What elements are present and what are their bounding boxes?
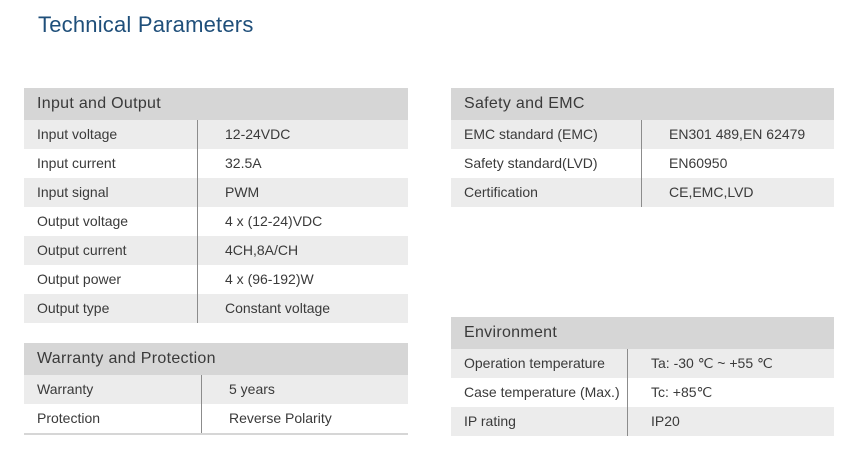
table-row: Input current 32.5A bbox=[24, 149, 408, 178]
table-row: IP rating IP20 bbox=[451, 407, 834, 436]
param-label: Safety standard(LVD) bbox=[451, 149, 642, 178]
table-row: Case temperature (Max.) Tc: +85℃ bbox=[451, 378, 834, 407]
table-row: Input voltage 12-24VDC bbox=[24, 120, 408, 149]
param-label: Output power bbox=[24, 265, 198, 294]
table-row: Protection Reverse Polarity bbox=[24, 404, 408, 435]
param-label: Input voltage bbox=[24, 120, 198, 149]
safety-emc-table: Safety and EMC EMC standard (EMC) EN301 … bbox=[451, 88, 834, 207]
input-output-table: Input and Output Input voltage 12-24VDC … bbox=[24, 88, 408, 323]
section-heading: Environment bbox=[451, 317, 834, 349]
param-label: Output type bbox=[24, 294, 198, 323]
param-value: Ta: -30 ℃ ~ +55 ℃ bbox=[651, 355, 773, 371]
section-heading: Warranty and Protection bbox=[24, 343, 408, 375]
table-row: Output power 4 x (96-192)W bbox=[24, 265, 408, 294]
param-label: Protection bbox=[24, 404, 202, 433]
param-value: 32.5A bbox=[225, 155, 262, 171]
table-row: Operation temperature Ta: -30 ℃ ~ +55 ℃ bbox=[451, 349, 834, 378]
param-value: 4 x (96-192)W bbox=[225, 271, 314, 287]
param-value: EN301 489,EN 62479 bbox=[669, 126, 806, 142]
param-label: Warranty bbox=[24, 375, 202, 404]
environment-table: Environment Operation temperature Ta: -3… bbox=[451, 317, 834, 436]
param-label: Input signal bbox=[24, 178, 198, 207]
param-label: Output current bbox=[24, 236, 198, 265]
param-value: 12-24VDC bbox=[225, 126, 291, 142]
param-value: 4CH,8A/CH bbox=[225, 242, 299, 258]
param-label: IP rating bbox=[451, 407, 628, 436]
param-label: Operation temperature bbox=[451, 349, 628, 378]
param-label: EMC standard (EMC) bbox=[451, 120, 642, 149]
param-value: 4 x (12-24)VDC bbox=[225, 213, 323, 229]
table-row: Output voltage 4 x (12-24)VDC bbox=[24, 207, 408, 236]
param-label: Certification bbox=[451, 178, 642, 207]
table-row: Warranty 5 years bbox=[24, 375, 408, 404]
param-value: Tc: +85℃ bbox=[651, 384, 713, 400]
param-value: Constant voltage bbox=[225, 300, 331, 316]
table-row: Output current 4CH,8A/CH bbox=[24, 236, 408, 265]
param-value: IP20 bbox=[651, 413, 680, 429]
param-value: CE,EMC,LVD bbox=[669, 184, 754, 200]
param-value: PWM bbox=[225, 184, 260, 200]
table-row: Certification CE,EMC,LVD bbox=[451, 178, 834, 207]
param-label: Case temperature (Max.) bbox=[451, 378, 628, 407]
table-row: Safety standard(LVD) EN60950 bbox=[451, 149, 834, 178]
section-heading: Safety and EMC bbox=[451, 88, 834, 120]
param-label: Input current bbox=[24, 149, 198, 178]
param-value: Reverse Polarity bbox=[229, 410, 332, 426]
table-row: EMC standard (EMC) EN301 489,EN 62479 bbox=[451, 120, 834, 149]
param-value: 5 years bbox=[229, 381, 275, 397]
warranty-protection-table: Warranty and Protection Warranty 5 years… bbox=[24, 343, 408, 435]
page-title: Technical Parameters bbox=[38, 12, 254, 37]
table-row: Input signal PWM bbox=[24, 178, 408, 207]
table-row: Output type Constant voltage bbox=[24, 294, 408, 323]
param-value: EN60950 bbox=[669, 155, 728, 171]
param-label: Output voltage bbox=[24, 207, 198, 236]
section-heading: Input and Output bbox=[24, 88, 408, 120]
